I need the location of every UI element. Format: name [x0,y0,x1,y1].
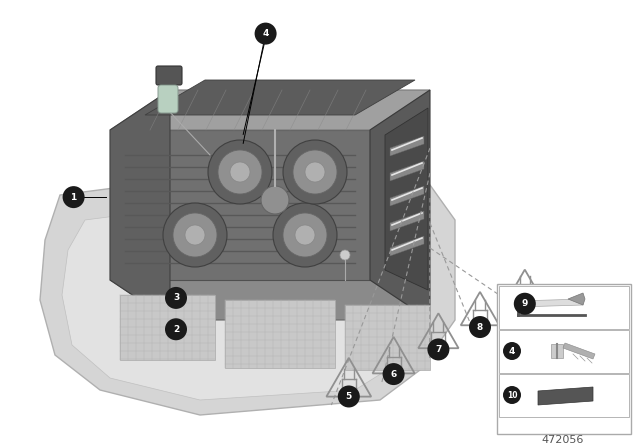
FancyBboxPatch shape [499,374,629,417]
Polygon shape [62,185,428,400]
FancyBboxPatch shape [156,66,182,85]
Circle shape [261,186,289,214]
Circle shape [428,338,449,361]
Polygon shape [110,130,370,280]
Circle shape [63,186,84,208]
Polygon shape [110,90,430,130]
Circle shape [185,225,205,245]
Polygon shape [518,299,583,307]
Circle shape [255,22,276,45]
Text: 9: 9 [522,299,528,308]
Circle shape [338,385,360,408]
Text: 7: 7 [435,345,442,354]
Polygon shape [390,136,424,156]
Text: 472056: 472056 [542,435,584,445]
Text: 8: 8 [477,323,483,332]
Circle shape [295,225,315,245]
Circle shape [283,140,347,204]
Circle shape [230,162,250,182]
Circle shape [469,316,491,338]
Circle shape [165,318,187,340]
Polygon shape [110,280,430,320]
Polygon shape [40,155,455,415]
FancyBboxPatch shape [499,330,629,373]
Text: 4: 4 [509,346,515,356]
Circle shape [503,386,521,404]
Circle shape [163,203,227,267]
Text: 10: 10 [507,391,517,400]
Text: 6: 6 [390,370,397,379]
Circle shape [503,342,521,360]
Polygon shape [390,236,424,256]
Polygon shape [385,108,428,290]
Polygon shape [145,80,415,115]
Text: 2: 2 [173,325,179,334]
Circle shape [514,293,536,315]
Polygon shape [551,344,563,358]
Polygon shape [568,293,585,305]
Text: 4: 4 [262,29,269,38]
Circle shape [208,140,272,204]
Circle shape [383,363,404,385]
Circle shape [340,250,350,260]
Circle shape [293,150,337,194]
FancyBboxPatch shape [499,286,629,329]
Polygon shape [390,161,424,181]
FancyBboxPatch shape [158,85,178,113]
FancyBboxPatch shape [497,284,631,434]
Circle shape [165,287,187,309]
Circle shape [273,203,337,267]
Polygon shape [390,211,424,231]
Text: 5: 5 [346,392,352,401]
Polygon shape [563,343,595,359]
Circle shape [173,213,217,257]
Polygon shape [225,300,335,368]
Text: 1: 1 [70,193,77,202]
Polygon shape [370,90,430,320]
Text: 3: 3 [173,293,179,302]
Polygon shape [110,90,170,320]
Circle shape [305,162,325,182]
Polygon shape [120,295,215,360]
Circle shape [218,150,262,194]
Polygon shape [538,387,593,405]
Polygon shape [345,305,430,370]
Circle shape [283,213,327,257]
Polygon shape [390,186,424,206]
